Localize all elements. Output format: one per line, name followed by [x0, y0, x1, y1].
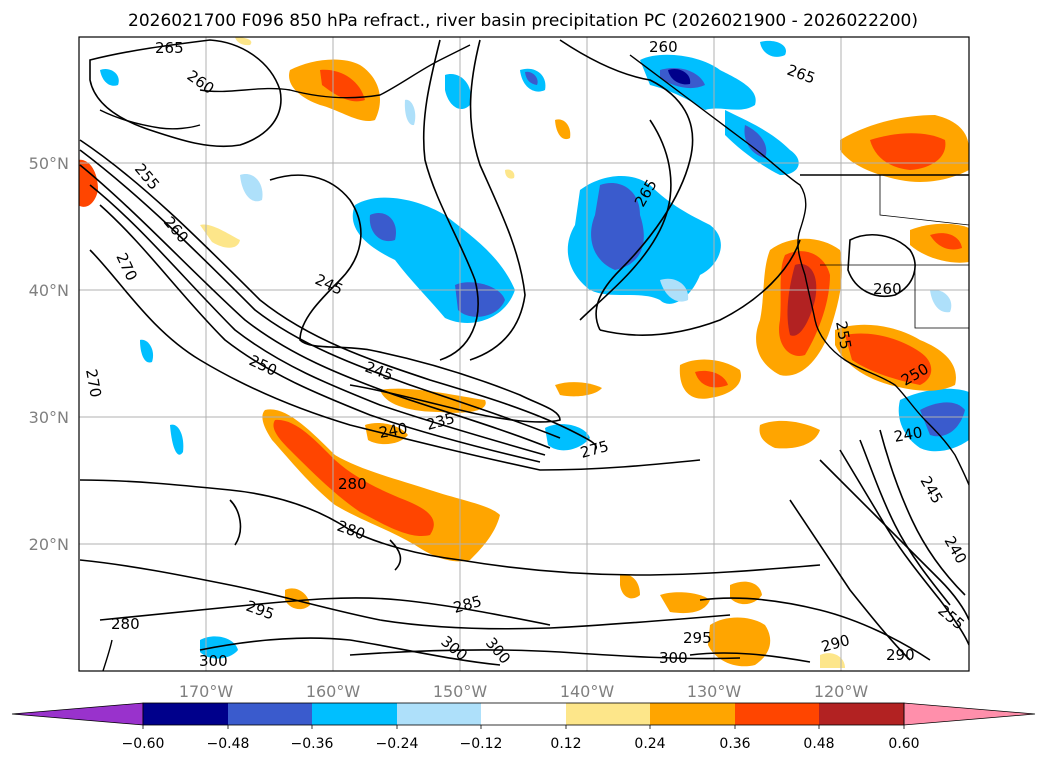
- precipitation-fill: [79, 37, 969, 668]
- contour-label: 270: [82, 368, 105, 399]
- contour-label: 255: [832, 320, 855, 351]
- colorbar-segment: [566, 703, 650, 725]
- lat-label: 20°N: [29, 535, 69, 554]
- colorbar-segment: [650, 703, 735, 725]
- lon-label: 140°W: [560, 682, 615, 701]
- colorbar-tick-label: −0.36: [291, 736, 334, 752]
- contour-label: 255: [131, 160, 163, 194]
- colorbar-segment: [397, 703, 481, 725]
- contour-label: 300: [437, 632, 471, 664]
- figure-title: 2026021700 F096 850 hPa refract., river …: [128, 11, 918, 31]
- contour-label: 280: [335, 517, 368, 544]
- contour-label: 240: [893, 423, 924, 446]
- contour-label: 265: [785, 61, 818, 88]
- contour-label: 260: [160, 213, 192, 247]
- colorbar-tick-label: −0.12: [460, 736, 503, 752]
- colorbar-ticks: [142, 725, 905, 729]
- contour-label: 250: [246, 351, 280, 379]
- contour-label: 255: [934, 601, 968, 633]
- lon-label: 120°W: [814, 682, 869, 701]
- colorbar-extend-left: [11, 702, 144, 726]
- contour-label: 300: [199, 652, 228, 670]
- contour-label: 280: [338, 475, 367, 493]
- lon-label: 150°W: [433, 682, 488, 701]
- contour-label: 295: [244, 597, 277, 624]
- colorbar-tick-label: −0.60: [122, 736, 165, 752]
- lon-label: 170°W: [179, 682, 234, 701]
- contour-label: 265: [155, 39, 184, 57]
- colorbar-segment: [228, 703, 312, 725]
- colorbar-tick-label: 0.36: [719, 736, 750, 752]
- lat-label: 50°N: [29, 154, 69, 173]
- contour-label: 245: [917, 473, 947, 507]
- contour-label: 245: [312, 270, 346, 298]
- lat-label: 30°N: [29, 408, 69, 427]
- colorbar: −0.60 −0.48 −0.36 −0.24 −0.12 0.12 0.24 …: [11, 702, 1036, 752]
- contour-label: 240: [378, 419, 409, 442]
- colorbar-tick-label: −0.24: [376, 736, 419, 752]
- colorbar-tick-labels: −0.60 −0.48 −0.36 −0.24 −0.12 0.12 0.24 …: [122, 736, 920, 752]
- latitude-labels: 50°N 40°N 30°N 20°N: [29, 154, 69, 554]
- colorbar-tick-label: −0.48: [207, 736, 250, 752]
- contour-label: 290: [819, 631, 851, 656]
- colorbar-segment: [312, 703, 397, 725]
- colorbar-tick-label: 0.24: [634, 736, 665, 752]
- map-area: 265 260 255 260 270 245 250 245 235 240 …: [79, 37, 971, 671]
- contour-label: 295: [683, 629, 712, 647]
- colorbar-extend-right: [903, 702, 1036, 726]
- colorbar-segment: [735, 703, 819, 725]
- refractivity-contours: [79, 39, 969, 666]
- lon-label: 130°W: [687, 682, 742, 701]
- colorbar-segment: [481, 703, 566, 725]
- contour-label: 290: [886, 646, 915, 664]
- contour-label: 260: [184, 67, 218, 98]
- contour-label: 285: [451, 592, 483, 617]
- contour-label: 260: [873, 280, 902, 298]
- contour-label: 300: [659, 649, 688, 667]
- contour-label: 235: [424, 409, 456, 434]
- map-frame: [78, 36, 970, 672]
- contour-label: 240: [941, 533, 971, 567]
- contour-label: 280: [111, 615, 140, 633]
- longitude-labels: 170°W 160°W 150°W 140°W 130°W 120°W: [179, 682, 869, 701]
- colorbar-segment: [143, 703, 228, 725]
- coastlines: [99, 44, 969, 671]
- contour-label: 300: [482, 634, 514, 668]
- colorbar-segment: [819, 703, 904, 725]
- lat-label: 40°N: [29, 281, 69, 300]
- colorbar-tick-label: 0.12: [550, 736, 581, 752]
- lon-label: 160°W: [306, 682, 361, 701]
- contour-label: 260: [649, 38, 678, 56]
- contour-label: 270: [112, 250, 140, 284]
- colorbar-tick-label: 0.48: [803, 736, 834, 752]
- contour-label: 245: [363, 358, 396, 385]
- graticule: [79, 37, 969, 671]
- colorbar-tick-label: 0.60: [888, 736, 919, 752]
